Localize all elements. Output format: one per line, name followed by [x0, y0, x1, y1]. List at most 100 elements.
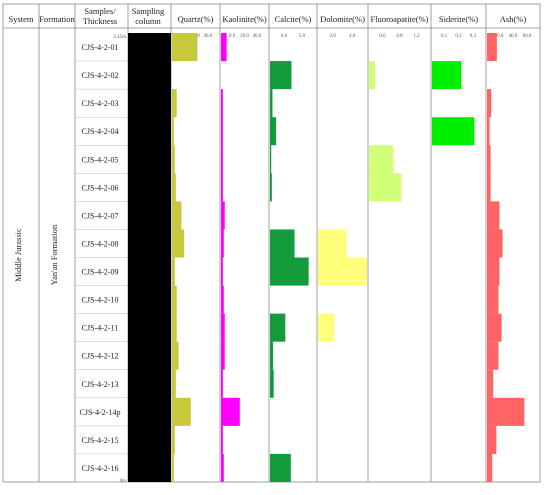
header-row: System Formation Samples/ Thickness Samp… — [8, 6, 165, 26]
bar-kaolinite — [221, 369, 223, 398]
bar-fluoroapatite — [369, 61, 376, 90]
bar-calcite — [270, 341, 274, 370]
bar-calcite — [270, 173, 272, 202]
bar-ash — [487, 285, 499, 314]
tick-label-ash: 40.0 — [509, 34, 518, 39]
sample-label: CJS-4-2-04 — [82, 127, 119, 136]
bar-siderite — [432, 117, 475, 146]
panel-title-fluoroapatite: Fluoroapatite(%) — [370, 14, 428, 24]
bar-kaolinite — [221, 285, 224, 314]
bar-calcite — [270, 257, 309, 286]
bar-calcite — [270, 61, 292, 90]
bar-quartz — [172, 33, 198, 62]
panel-headers: Quartz(%)0.020.040.0Kaolinite(%)0.020.04… — [178, 14, 532, 39]
bar-calcite — [270, 313, 286, 342]
bar-kaolinite — [221, 201, 225, 230]
sample-label: CJS-4-2-05 — [82, 155, 119, 164]
tick-label-siderite: 0.2 — [455, 34, 462, 39]
bar-calcite — [270, 145, 272, 174]
bar-calcite — [270, 229, 295, 258]
bar-ash — [487, 145, 491, 174]
formation-label: Yan'an Formation — [49, 224, 59, 285]
bar-quartz — [172, 453, 174, 482]
tick-label-kaolinite: 20.0 — [240, 34, 249, 39]
sample-label: CJS-4-2-01 — [82, 43, 119, 52]
panel-title-dolomite: Dolomite(%) — [320, 14, 365, 24]
bar-ash — [487, 89, 492, 118]
bar-quartz — [172, 369, 176, 398]
bar-calcite — [270, 453, 291, 482]
bar-quartz — [172, 201, 182, 230]
sample-label: CJS-4-2-11 — [82, 324, 119, 333]
bar-fluoroapatite — [369, 145, 394, 174]
bar-quartz — [172, 173, 176, 202]
bar-kaolinite — [221, 453, 224, 482]
sample-label: CJS-4-2-10 — [82, 296, 119, 305]
tick-label-dolomite: 2.0 — [330, 34, 337, 39]
tick-label-ash: 20.0 — [495, 34, 504, 39]
panel-title-quartz: Quartz(%) — [178, 14, 214, 24]
bar-kaolinite — [221, 425, 223, 454]
bar-quartz — [172, 425, 175, 454]
bar-quartz — [172, 117, 174, 146]
bar-quartz — [172, 285, 177, 314]
bar-quartz — [172, 89, 177, 118]
bar-ash — [487, 257, 500, 286]
bar-kaolinite — [221, 397, 240, 426]
bar-ash — [487, 117, 490, 146]
bar-fluoroapatite — [369, 173, 402, 202]
sample-label: CJS-4-2-02 — [82, 71, 119, 80]
tick-label-siderite: 0.3 — [470, 34, 477, 39]
bar-quartz — [172, 313, 177, 342]
bar-kaolinite — [221, 341, 225, 370]
bar-kaolinite — [221, 313, 225, 342]
bar-ash — [487, 341, 499, 370]
header-column: column — [135, 16, 161, 26]
bar-ash — [487, 173, 491, 202]
sample-label: CJS-4-2-12 — [82, 352, 119, 361]
sample-label: CJS-4-2-13 — [82, 380, 119, 389]
bar-kaolinite — [221, 145, 223, 174]
tick-label-ash: 60.0 — [523, 34, 532, 39]
bar-dolomite — [318, 313, 335, 342]
bar-siderite — [432, 61, 462, 90]
header-sampling: Sampling — [132, 6, 165, 16]
tick-label-fluoroapatite: 0.6 — [379, 34, 386, 39]
bar-quartz — [172, 397, 191, 426]
bar-kaolinite — [221, 229, 224, 258]
header-thickness: Thickness — [83, 16, 117, 26]
bar-ash — [487, 229, 503, 258]
header-system: System — [8, 14, 33, 24]
sample-label: CJS-4-2-03 — [82, 99, 119, 108]
sample-labels: CJS-4-2-01 CJS-4-2-02 CJS-4-2-03 CJS-4-2-04… — [80, 43, 121, 473]
sample-label: CJS-4-2-07 — [82, 211, 119, 220]
tick-label-calcite: 0.0 — [281, 34, 288, 39]
panel-title-calcite: Calcite(%) — [275, 14, 312, 24]
tick-label-fluoroapatite: 0.8 — [396, 34, 403, 39]
bar-kaolinite — [221, 89, 223, 118]
sample-label: CJS-4-2-16 — [82, 464, 119, 473]
bar-kaolinite — [221, 173, 223, 202]
sample-label: CJS-4-2-06 — [82, 183, 119, 192]
bar-quartz — [172, 341, 179, 370]
bar-kaolinite — [221, 257, 223, 286]
bar-ash — [487, 369, 494, 398]
bar-kaolinite — [221, 117, 223, 146]
sample-label: CJS-4-2-14p — [80, 408, 121, 417]
tick-label-dolomite: 4.0 — [349, 34, 356, 39]
tick-label-siderite: 0.1 — [441, 34, 448, 39]
tick-label-kaolinite: 0.0 — [229, 34, 236, 39]
bar-ash — [487, 33, 497, 62]
bar-dolomite — [318, 229, 347, 258]
panel-title-ash: Ash(%) — [500, 14, 527, 24]
tick-label-quartz: 40.0 — [203, 34, 212, 39]
bar-kaolinite — [221, 33, 227, 62]
bar-calcite — [270, 117, 277, 146]
bars — [172, 33, 525, 482]
header-formation: Formation — [39, 14, 75, 24]
bar-ash — [487, 201, 500, 230]
thickness-bottom: 0m — [120, 479, 127, 484]
bar-quartz — [172, 145, 175, 174]
bar-calcite — [270, 369, 274, 398]
